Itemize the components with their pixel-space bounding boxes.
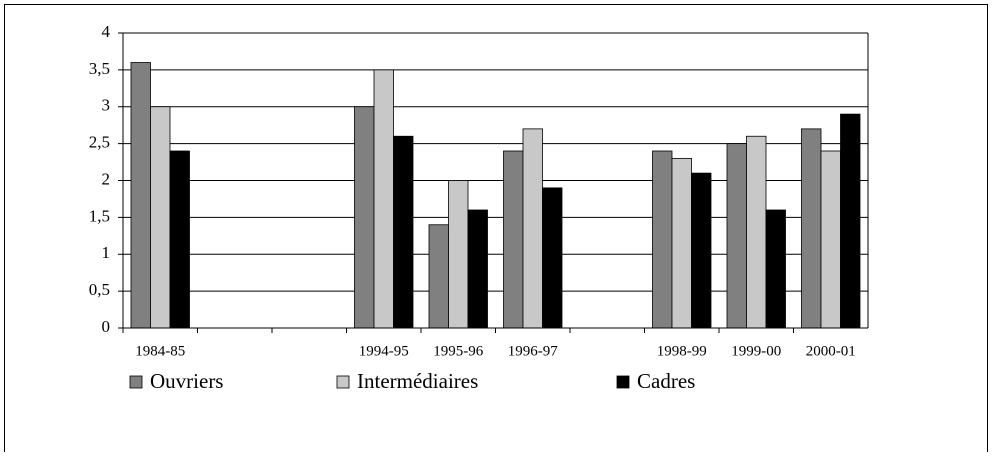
bar bbox=[801, 128, 822, 329]
bar bbox=[746, 135, 767, 329]
bar bbox=[652, 150, 673, 329]
bar bbox=[448, 180, 469, 329]
bar bbox=[393, 135, 414, 329]
legend-label: Intermédiaires bbox=[357, 369, 478, 393]
legend-swatch bbox=[336, 375, 350, 389]
bar bbox=[354, 106, 375, 329]
y-tick-label: 1 bbox=[102, 243, 111, 262]
frame bbox=[4, 4, 988, 457]
x-tick-label: 1996-97 bbox=[508, 343, 558, 359]
bar bbox=[373, 69, 394, 329]
y-tick-label: 2,5 bbox=[89, 133, 110, 152]
y-tick-label: 4 bbox=[102, 22, 111, 41]
y-tick-label: 2 bbox=[102, 169, 111, 188]
bar bbox=[150, 106, 171, 329]
legend-swatch bbox=[129, 375, 143, 389]
y-tick-label: 1,5 bbox=[89, 206, 110, 225]
bar bbox=[840, 113, 861, 329]
y-tick-label: 0,5 bbox=[89, 280, 110, 299]
bar bbox=[169, 150, 190, 329]
bar bbox=[467, 209, 488, 329]
x-tick-label: 2000-01 bbox=[806, 343, 856, 359]
x-tick-label: 1984-85 bbox=[135, 343, 185, 359]
x-tick-label: 1998-99 bbox=[657, 343, 707, 359]
bar bbox=[820, 150, 841, 329]
bar bbox=[428, 224, 449, 329]
bar bbox=[522, 128, 543, 329]
bar bbox=[542, 187, 563, 329]
legend-label: Ouvriers bbox=[150, 369, 223, 393]
bar bbox=[671, 157, 692, 329]
x-tick-label: 1995-96 bbox=[433, 343, 483, 359]
bar bbox=[726, 143, 747, 329]
bar bbox=[130, 62, 151, 329]
y-tick-label: 0 bbox=[102, 317, 111, 336]
bar bbox=[765, 209, 786, 329]
bar bbox=[503, 150, 524, 329]
x-tick-label: 1999-00 bbox=[731, 343, 781, 359]
y-tick-label: 3 bbox=[102, 96, 111, 115]
x-tick-label: 1994-95 bbox=[359, 343, 409, 359]
legend-swatch bbox=[616, 375, 630, 389]
legend-label: Cadres bbox=[637, 369, 695, 393]
bar bbox=[691, 172, 712, 329]
y-tick-label: 3,5 bbox=[89, 59, 110, 78]
